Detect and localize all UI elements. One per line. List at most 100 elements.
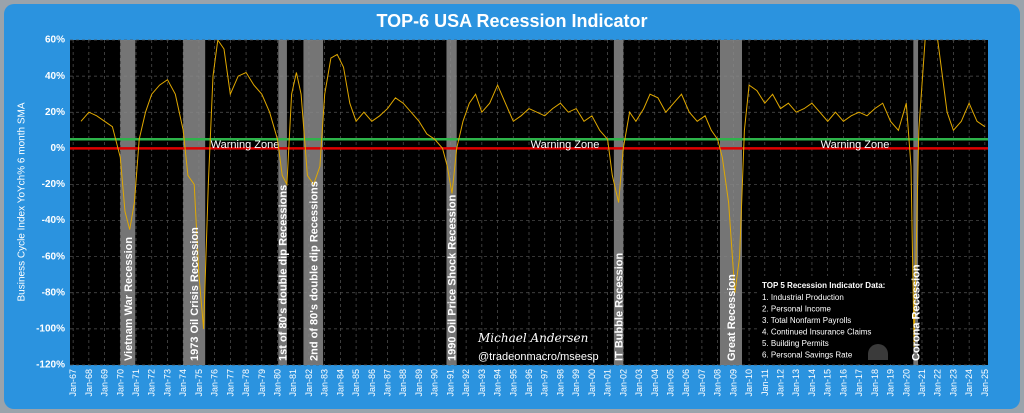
x-tick-label: Jan-20 [901, 369, 911, 397]
notes-icon [868, 344, 888, 360]
recession-band [446, 40, 457, 365]
x-tick-label: Jan-86 [367, 369, 377, 397]
x-tick-label: Jan-24 [964, 369, 974, 397]
x-tick-label: Jan-75 [194, 369, 204, 397]
x-tick-label: Jan-15 [823, 369, 833, 397]
x-tick-label: Jan-74 [178, 369, 188, 397]
recession-label: Corona Recession [911, 264, 923, 361]
x-tick-label: Jan-91 [445, 369, 455, 397]
recession-label: IT Bubble Recession [614, 253, 626, 361]
x-tick-label: Jan-25 [980, 369, 990, 397]
recession-label: 1st of 80's double dip Recessions [278, 185, 290, 361]
x-tick-label: Jan-98 [555, 369, 565, 397]
y-tick-label: 20% [45, 107, 65, 118]
x-tick-label: Jan-16 [838, 369, 848, 397]
y-tick-label: -80% [42, 287, 65, 298]
x-tick-label: Jan-90 [430, 369, 440, 397]
x-tick-label: Jan-92 [461, 369, 471, 397]
x-tick-label: Jan-08 [713, 369, 723, 397]
notes-item: 4. Continued Insurance Claims [762, 328, 871, 337]
x-tick-label: Jan-04 [650, 369, 660, 397]
recession-label: 2nd of 80's double dip Recessions [308, 181, 320, 361]
x-tick-label: Jan-09 [728, 369, 738, 397]
x-tick-label: Jan-68 [84, 369, 94, 397]
recession-label: 1990 Oil Price Shock Recession [447, 194, 459, 361]
x-tick-label: Jan-72 [147, 369, 157, 397]
x-tick-label: Jan-19 [886, 369, 896, 397]
x-tick-label: Jan-85 [351, 369, 361, 397]
recession-label: Great Recession [726, 274, 738, 361]
recession-band [120, 40, 136, 365]
x-tick-label: Jan-06 [681, 369, 691, 397]
y-tick-label: 0% [51, 143, 66, 154]
x-tick-label: Jan-88 [398, 369, 408, 397]
y-tick-label: -100% [36, 324, 65, 335]
y-tick-label: 40% [45, 71, 65, 82]
notes-item: 1. Industrial Production [762, 293, 844, 302]
x-tick-label: Jan-10 [744, 369, 754, 397]
notes-title: TOP 5 Recession Indicator Data: [762, 281, 885, 290]
x-tick-label: Jan-00 [587, 369, 597, 397]
plot-layer: 60%40%20%0%-20%-40%-60%-80%-100%-120%Jan… [36, 35, 990, 397]
x-tick-label: Jan-18 [870, 369, 880, 397]
x-tick-label: Jan-96 [524, 369, 534, 397]
x-tick-label: Jan-71 [131, 369, 141, 397]
y-tick-label: -60% [42, 251, 65, 262]
y-tick-label: -40% [42, 215, 65, 226]
notes-item: 5. Building Permits [762, 339, 829, 348]
x-tick-label: Jan-11 [760, 369, 770, 396]
x-tick-label: Jan-22 [933, 369, 943, 397]
recession-label: Vietnam War Recession [123, 237, 135, 361]
x-tick-label: Jan-69 [100, 369, 110, 397]
recession-band [913, 40, 919, 365]
x-tick-label: Jan-94 [493, 369, 503, 397]
x-tick-label: Jan-02 [618, 369, 628, 397]
x-tick-label: Jan-81 [288, 369, 298, 397]
x-tick-label: Jan-03 [634, 369, 644, 397]
warning-zone-label: Warning Zone [531, 139, 600, 151]
notes-item: 3. Total Nonfarm Payrolls [762, 316, 851, 325]
recession-label: 1973 Oil Crisis Recession [189, 227, 201, 361]
x-tick-label: Jan-67 [68, 369, 78, 397]
x-tick-label: Jan-13 [791, 369, 801, 397]
author: Michael Andersen [477, 331, 588, 345]
x-tick-label: Jan-17 [854, 369, 864, 397]
line-clip [80, 40, 986, 347]
recession-band [278, 40, 287, 365]
x-tick-label: Jan-97 [540, 369, 550, 397]
y-tick-label: -120% [36, 360, 65, 371]
x-tick-label: Jan-78 [241, 369, 251, 397]
warning-zone-label: Warning Zone [211, 139, 280, 151]
y-axis-label: Business Cycle Index YoYch% 6 month SMA [17, 102, 28, 301]
x-tick-label: Jan-21 [917, 369, 927, 397]
x-tick-label: Jan-01 [603, 369, 613, 397]
recession-band [303, 40, 324, 365]
x-tick-label: Jan-89 [414, 369, 424, 397]
x-tick-label: Jan-95 [508, 369, 518, 397]
data-line [80, 40, 986, 347]
notes-item: 6. Personal Savings Rate [762, 351, 853, 360]
chart-title: TOP-6 USA Recession Indicator [376, 11, 647, 31]
x-tick-label: Jan-80 [272, 369, 282, 397]
x-tick-label: Jan-79 [257, 369, 267, 397]
x-tick-label: Jan-87 [383, 369, 393, 397]
y-tick-label: 60% [45, 35, 65, 46]
notes-item: 2. Personal Income [762, 305, 831, 314]
x-tick-label: Jan-05 [665, 369, 675, 397]
handle: @tradeonmacro/mseesp [478, 351, 599, 363]
x-tick-label: Jan-12 [776, 369, 786, 397]
x-tick-label: Jan-23 [948, 369, 958, 397]
y-tick-label: -20% [42, 179, 65, 190]
x-tick-label: Jan-83 [320, 369, 330, 397]
warning-zone-label: Warning Zone [821, 139, 890, 151]
x-tick-label: Jan-73 [162, 369, 172, 397]
x-tick-label: Jan-07 [697, 369, 707, 397]
x-tick-label: Jan-76 [210, 369, 220, 397]
x-tick-label: Jan-82 [304, 369, 314, 397]
x-tick-label: Jan-14 [807, 369, 817, 397]
x-tick-label: Jan-99 [571, 369, 581, 397]
x-tick-label: Jan-70 [115, 369, 125, 397]
x-tick-label: Jan-93 [477, 369, 487, 397]
x-tick-label: Jan-77 [225, 369, 235, 397]
